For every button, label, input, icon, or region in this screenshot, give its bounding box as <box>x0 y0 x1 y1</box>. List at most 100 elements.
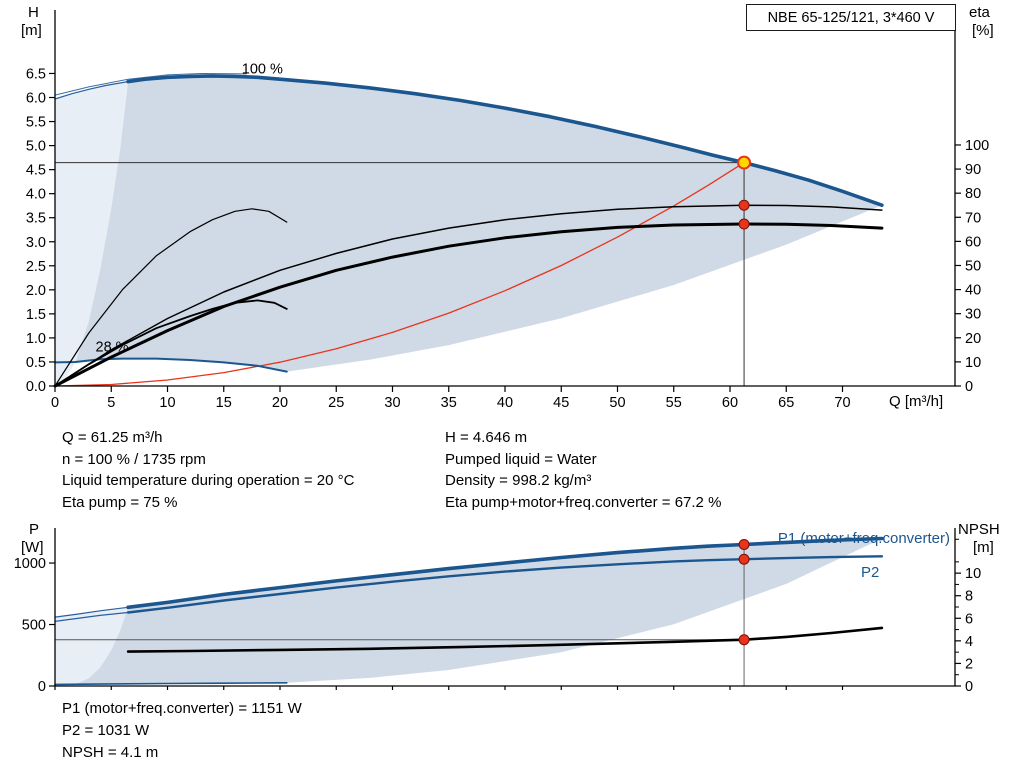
power-envelope <box>75 538 882 685</box>
hq-chart-y-right-tick-label: 70 <box>965 210 981 226</box>
power-npsh-chart-y-right-tick-label: 4 <box>965 634 973 650</box>
p1-curve <box>126 536 884 610</box>
pump-curve-28 <box>54 357 288 373</box>
envelope-light-wedge <box>55 81 129 386</box>
npsh-point <box>738 634 750 646</box>
p-axis-unit: [W] <box>21 539 44 556</box>
hq-chart-x-tick-label: 55 <box>666 395 682 411</box>
hq-chart-y-left-tick-label: 4.5 <box>26 163 46 179</box>
hq-chart-x-tick-label: 50 <box>609 395 625 411</box>
npsh-axis-label: NPSH <box>958 521 1000 538</box>
p1-point <box>738 538 750 550</box>
hq-chart-y-left-tick-label: 6.0 <box>26 91 46 107</box>
q-axis-label: Q [m³/h] <box>889 393 944 410</box>
hq-chart-x-tick-label: 25 <box>328 395 344 411</box>
hq-chart-y-right-tick-label: 10 <box>965 355 981 371</box>
hq-chart-y-left-tick-label: 3.5 <box>26 211 46 227</box>
power-npsh-chart-y-left-tick-label: 500 <box>22 618 46 634</box>
system-curve-red <box>54 161 745 387</box>
hq-chart-x-tick-label: 45 <box>553 395 569 411</box>
hq-chart-y-right-tick-label: 0 <box>965 379 973 395</box>
hq-chart-x-tick-label: 15 <box>216 395 232 411</box>
hq-chart-y-left-tick-label: 2.5 <box>26 259 46 275</box>
power-npsh-chart-y-right-tick-label: 2 <box>965 656 973 672</box>
npsh-curve <box>126 626 884 653</box>
hq-chart-y-left-tick-label: 0.0 <box>26 379 46 395</box>
eta-axis-label: eta <box>969 4 990 21</box>
hq-chart-y-left-tick-label: 3.0 <box>26 235 46 251</box>
hq-chart-x-tick-label: 65 <box>778 395 794 411</box>
hq-chart-y-left-tick-label: 5.0 <box>26 139 46 155</box>
eta-pump-28 <box>54 208 288 387</box>
eta-total-point <box>738 218 750 230</box>
info-npsh: NPSH = 4.1 m <box>62 744 159 761</box>
hq-chart-x-tick-label: 70 <box>834 395 850 411</box>
eta-pump-point <box>738 199 750 211</box>
hq-chart-y-left-tick-label: 4.0 <box>26 187 46 203</box>
power-npsh-chart-y-right-tick-label: 6 <box>965 611 973 627</box>
power-envelope-light <box>55 607 129 686</box>
pump-curve-ext-upper <box>54 73 247 96</box>
power-curve-28 <box>54 681 288 686</box>
label-speed-100: 100 % <box>242 61 283 77</box>
info-eta-total: Eta pump+motor+freq.converter = 67.2 % <box>445 493 722 511</box>
hq-chart-y-left-tick-label: 0.5 <box>26 355 46 371</box>
eta-axis-unit: [%] <box>972 22 994 39</box>
power-npsh-chart-y-left-tick-label: 0 <box>38 679 46 695</box>
hq-chart-y-left-tick-label: 5.5 <box>26 115 46 131</box>
hq-chart-y-right-tick-label: 100 <box>965 138 989 154</box>
npsh-axis-unit: [m] <box>973 539 994 556</box>
p1-curve-ext <box>54 606 129 618</box>
p2-point <box>738 553 750 565</box>
hq-chart-x-tick-label: 10 <box>159 395 175 411</box>
h-axis-label: H <box>28 4 39 21</box>
hq-chart-y-right-tick-label: 90 <box>965 162 981 178</box>
info-p1: P1 (motor+freq.converter) = 1151 W <box>62 700 302 717</box>
hq-chart-y-right-tick-label: 80 <box>965 186 981 202</box>
hq-chart-y-right-tick-label: 30 <box>965 307 981 323</box>
duty-point <box>737 155 752 170</box>
hq-chart-x-tick-label: 20 <box>272 395 288 411</box>
hq-chart-x-tick-label: 0 <box>51 395 59 411</box>
info-density: Density = 998.2 kg/m³ <box>445 472 592 489</box>
hq-chart-y-left-tick-label: 1.0 <box>26 331 46 347</box>
p-axis-label: P <box>29 521 40 538</box>
info-eta-pump: Eta pump = 75 % <box>62 493 178 511</box>
pump-curve-ext <box>54 80 129 100</box>
hq-chart-x-tick-label: 60 <box>722 395 738 411</box>
info-p2: P2 = 1031 W <box>62 722 150 739</box>
hq-chart-x-tick-label: 30 <box>384 395 400 411</box>
hq-chart-x-tick-label: 35 <box>441 395 457 411</box>
eta-total-100 <box>53 222 884 388</box>
hq-chart-y-right-tick-label: 50 <box>965 258 981 274</box>
duty-info-right-column: H = 4.646 m Pumped liquid = Water Densit… <box>445 427 721 513</box>
power-npsh-chart-y-right-tick-label: 8 <box>965 589 973 605</box>
power-npsh-chart-y-right-tick-label: 0 <box>965 679 973 695</box>
pump-curve-100 <box>126 74 884 207</box>
eta-pump-100 <box>54 204 883 387</box>
hq-chart-y-right-tick-label: 60 <box>965 234 981 250</box>
power-npsh-chart-y-left-tick-label: 1000 <box>14 556 46 572</box>
pump-title: NBE 65-125/121, 3*460 V <box>767 9 935 26</box>
hq-chart-y-left-tick-label: 6.5 <box>26 66 46 82</box>
info-head: H = 4.646 m <box>445 429 528 446</box>
info-liquid: Pumped liquid = Water <box>445 450 597 468</box>
hq-chart-y-left-tick-label: 1.5 <box>26 307 46 323</box>
label-speed-28: 28 % <box>96 339 129 355</box>
pump-title-box: NBE 65-125/121, 3*460 V <box>746 4 956 31</box>
p1-curve-label: P1 (motor+freq.converter) <box>777 530 950 547</box>
power-npsh-chart-y-right-tick-label: 10 <box>965 566 981 582</box>
info-speed: n = 100 % / 1735 rpm <box>62 450 206 468</box>
info-temperature: Liquid temperature during operation = 20… <box>62 472 355 489</box>
power-npsh-info-block: P1 (motor+freq.converter) = 1151 W P2 = … <box>62 698 302 764</box>
hq-chart-x-tick-label: 40 <box>497 395 513 411</box>
hq-chart-y-left-tick-label: 2.0 <box>26 283 46 299</box>
p2-curve <box>126 555 884 614</box>
p2-curve-label: P2 <box>861 564 880 581</box>
h-axis-unit: [m] <box>21 22 42 39</box>
hq-chart-x-tick-label: 5 <box>107 395 115 411</box>
hq-chart-y-right-tick-label: 40 <box>965 283 981 299</box>
eta-total-28 <box>54 299 288 387</box>
